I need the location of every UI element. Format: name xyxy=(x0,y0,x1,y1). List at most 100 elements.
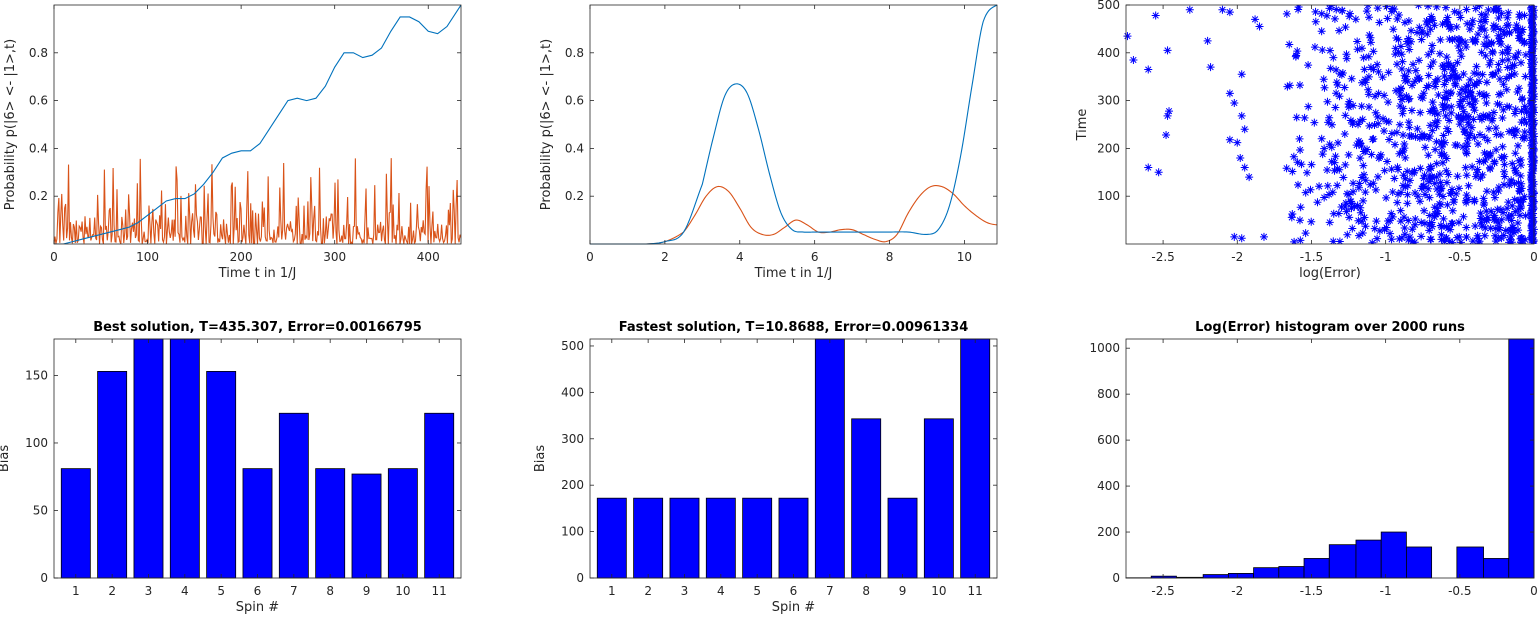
scatter-point xyxy=(1464,81,1473,90)
scatter-point xyxy=(1411,220,1420,229)
scatter-point xyxy=(1528,62,1537,71)
scatter-point xyxy=(1290,237,1299,244)
scatter-point xyxy=(1373,60,1382,69)
x-tick-label: 5 xyxy=(217,584,225,598)
scatter-point xyxy=(1296,236,1305,244)
scatter-point xyxy=(1503,204,1512,213)
scatter-point xyxy=(1514,48,1523,57)
scatter-point xyxy=(1333,80,1342,89)
scatter-point xyxy=(1218,5,1227,14)
scatter-point xyxy=(1510,131,1519,140)
scatter-point xyxy=(1443,20,1452,29)
histogram-bar xyxy=(1483,558,1510,579)
scatter-point xyxy=(1470,195,1479,204)
scatter-point xyxy=(1387,129,1396,138)
scatter-point xyxy=(1426,62,1435,71)
scatter-point xyxy=(1403,199,1412,208)
scatter-point xyxy=(1481,51,1490,60)
scatter-point xyxy=(1517,95,1526,104)
scatter-point xyxy=(1433,116,1442,125)
scatter-point xyxy=(1491,224,1500,233)
y-tick-label: 400 xyxy=(1097,46,1120,60)
scatter-point xyxy=(1500,160,1509,169)
scatter-point xyxy=(1482,207,1491,216)
scatter-point xyxy=(1509,127,1518,136)
y-tick-label: 50 xyxy=(33,503,48,517)
scatter-point xyxy=(1515,10,1524,19)
scatter-point xyxy=(1325,5,1334,13)
scatter-point xyxy=(1439,131,1448,140)
scatter-point xyxy=(1516,171,1525,180)
scatter-point xyxy=(1461,87,1470,96)
scatter-point xyxy=(1307,217,1316,226)
bar xyxy=(60,468,91,579)
scatter-point xyxy=(1436,221,1445,230)
y-axis-label: Probability p(|6> <- |1>,t) xyxy=(3,39,18,210)
panel-fastest-solution-bias-bars: 1 2 3 4 5 6 7 8 9 10 11 0 100 200 300 400 500 Spin # Bias F… xyxy=(533,320,998,615)
scatter-point xyxy=(1438,158,1447,167)
scatter-point xyxy=(1494,13,1503,22)
scatter-point xyxy=(1448,206,1457,215)
x-tick-label: 300 xyxy=(323,250,346,264)
bar xyxy=(814,338,845,579)
scatter-point xyxy=(1499,180,1508,189)
scatter-point xyxy=(1402,72,1411,81)
x-tick-label: 5 xyxy=(753,584,761,598)
scatter-point xyxy=(1331,103,1340,112)
scatter-point xyxy=(1390,174,1399,183)
scatter-point xyxy=(1465,131,1474,140)
scatter-point xyxy=(1496,89,1505,98)
scatter-point xyxy=(1334,209,1343,218)
scatter-point xyxy=(1344,190,1353,199)
scatter-point xyxy=(1399,181,1408,190)
plot-area xyxy=(1123,5,1538,244)
scatter-point xyxy=(1482,78,1491,87)
x-tick-label: 4 xyxy=(736,250,744,264)
scatter-point xyxy=(1511,105,1520,114)
scatter-point xyxy=(1393,198,1402,207)
plot-area xyxy=(54,5,461,244)
scatter-point xyxy=(1516,155,1525,164)
scatter-point xyxy=(1404,66,1413,75)
scatter-point xyxy=(1436,182,1445,191)
bar xyxy=(705,497,736,579)
scatter-point xyxy=(1330,14,1339,23)
scatter-point xyxy=(1514,84,1523,93)
scatter-point xyxy=(1332,78,1341,87)
scatter-point xyxy=(1511,149,1520,158)
scatter-point xyxy=(1504,8,1513,17)
scatter-point xyxy=(1344,103,1353,112)
scatter-point xyxy=(1446,225,1455,234)
scatter-point xyxy=(1374,119,1383,128)
scatter-point xyxy=(1464,118,1473,127)
x-tick-label: 200 xyxy=(230,250,253,264)
scatter-point xyxy=(1417,35,1426,44)
x-tick-label: -2 xyxy=(1231,250,1243,264)
scatter-point xyxy=(1504,43,1513,52)
y-tick-label: 0.6 xyxy=(565,94,584,108)
scatter-point xyxy=(1295,216,1304,225)
scatter-point xyxy=(1435,190,1444,199)
histogram-bar xyxy=(1253,567,1280,579)
scatter-point xyxy=(1367,150,1376,159)
scatter-point xyxy=(1365,13,1374,22)
scatter-point xyxy=(1441,5,1450,12)
scatter-point xyxy=(1489,188,1498,197)
scatter-point xyxy=(1400,144,1409,153)
scatter-point xyxy=(1404,235,1413,244)
scatter-point xyxy=(1462,191,1471,200)
scatter-point xyxy=(1515,28,1524,37)
histogram-bar xyxy=(1508,338,1535,579)
scatter-point xyxy=(1327,143,1336,152)
scatter-point xyxy=(1437,149,1446,158)
scatter-point xyxy=(1408,168,1417,177)
scatter-point xyxy=(1399,171,1408,180)
scatter-point xyxy=(1441,111,1450,120)
x-tick-label: 10 xyxy=(395,584,410,598)
y-tick-label: 100 xyxy=(1097,189,1120,203)
series-line-blue xyxy=(590,4,998,245)
scatter-point xyxy=(1448,185,1457,194)
scatter-point xyxy=(1366,33,1375,42)
scatter-point xyxy=(1384,68,1393,77)
scatter-point xyxy=(1428,41,1437,50)
